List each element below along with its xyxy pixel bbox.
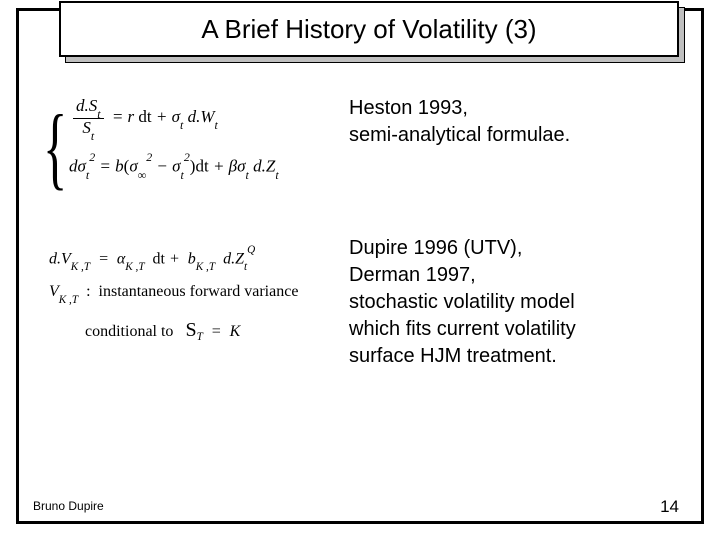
page-number: 14 bbox=[660, 497, 679, 517]
title-box: A Brief History of Volatility (3) bbox=[59, 1, 679, 57]
text-line: surface HJM treatment. bbox=[349, 343, 681, 370]
text-line: stochastic volatility model bbox=[349, 289, 681, 316]
heston-eq-1: d.St St = r dt + σt d.Wt bbox=[69, 97, 279, 140]
text-line: Derman 1997, bbox=[349, 262, 681, 289]
footer-author: Bruno Dupire bbox=[33, 499, 104, 513]
row-heston: { d.St St = r dt + σt d.Wt dσt2 = b(σ∞2 … bbox=[39, 95, 681, 205]
slide-title: A Brief History of Volatility (3) bbox=[201, 14, 536, 45]
dupire-eq-3: conditional to ST = K bbox=[49, 310, 339, 351]
brace-icon: { bbox=[43, 101, 67, 193]
formula-dupire: d.VK ,T = αK ,T dt + bK ,T d.ZtQ VK ,T :… bbox=[39, 235, 339, 351]
text-line: which fits current volatility bbox=[349, 316, 681, 343]
dupire-eq-2: VK ,T : instantaneous forward variance bbox=[49, 276, 339, 309]
formula-heston: { d.St St = r dt + σt d.Wt dσt2 = b(σ∞2 … bbox=[39, 95, 339, 205]
text-heston: Heston 1993, semi-analytical formulae. bbox=[339, 95, 681, 149]
text-line: Heston 1993, bbox=[349, 95, 681, 122]
heston-eq-2: dσt2 = b(σ∞2 − σt2)dt + βσt d.Zt bbox=[69, 154, 279, 180]
text-line: Dupire 1996 (UTV), bbox=[349, 235, 681, 262]
text-dupire: Dupire 1996 (UTV), Derman 1997, stochast… bbox=[339, 235, 681, 370]
content-area: { d.St St = r dt + σt d.Wt dσt2 = b(σ∞2 … bbox=[19, 79, 701, 485]
row-dupire: d.VK ,T = αK ,T dt + bK ,T d.ZtQ VK ,T :… bbox=[39, 235, 681, 370]
slide-frame: A Brief History of Volatility (3) { d.St… bbox=[16, 8, 704, 524]
text-line: semi-analytical formulae. bbox=[349, 122, 681, 149]
dupire-eq-1: d.VK ,T = αK ,T dt + bK ,T d.ZtQ bbox=[49, 243, 339, 276]
